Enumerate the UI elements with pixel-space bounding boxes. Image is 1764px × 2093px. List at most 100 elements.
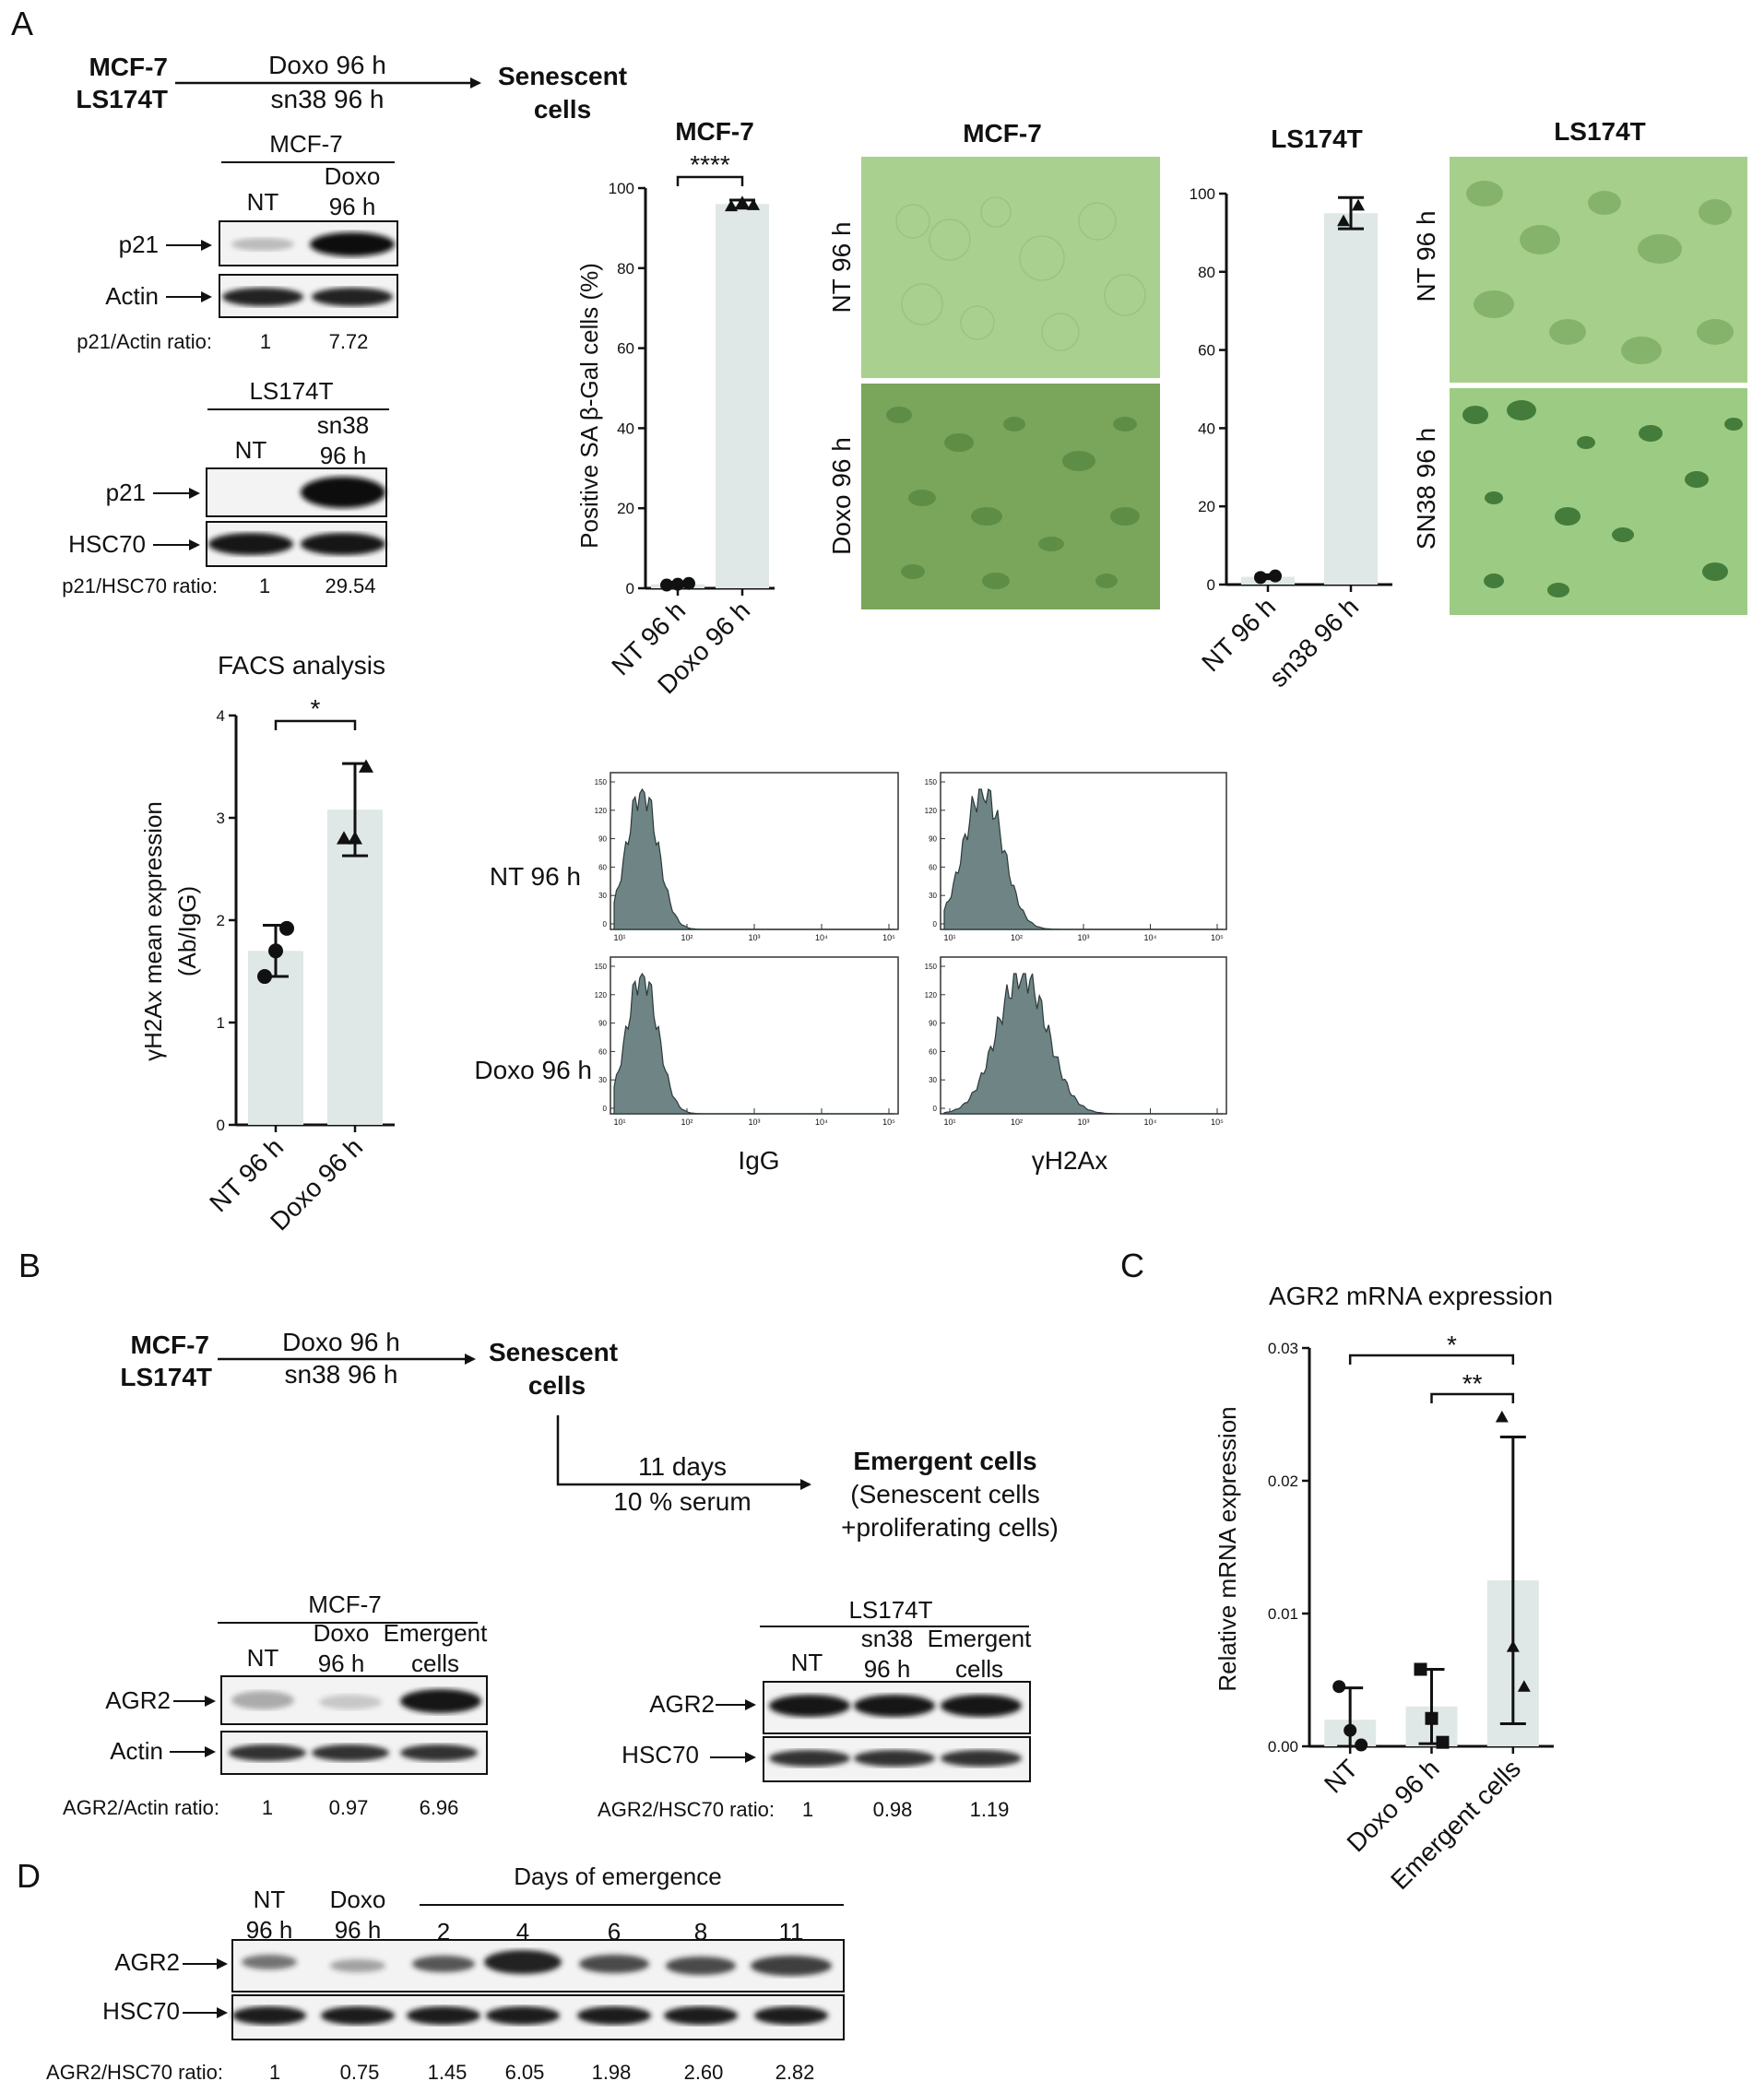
ratio-value: 2.82 [775, 2061, 815, 2084]
row-label: p21 [119, 231, 159, 258]
agr2-mrna-title: AGR2 mRNA expression [1269, 1282, 1553, 1310]
ratio-value: 0.75 [340, 2061, 380, 2084]
panel-label-a: A [11, 5, 33, 42]
lane-label: cells [955, 1655, 1003, 1683]
data-point [1426, 1712, 1438, 1725]
hist-y-tick-label: 0 [603, 1105, 608, 1113]
hist-x-tick-label: 10⁴ [1144, 933, 1157, 942]
micrographs-ls174t: LS174T NT 96 h SN38 96 h [1412, 117, 1747, 615]
ratio-label: AGR2/HSC70 ratio: [46, 2061, 223, 2084]
scheme-b-treat-1: Doxo 96 h [282, 1328, 400, 1356]
ratio-value: 1 [259, 574, 270, 597]
hist-nt-h2ax: 150120906030010¹ 10² 10³ 10⁴ 10⁵ [925, 773, 1226, 942]
hist-y-tick-label: 120 [595, 807, 608, 815]
ratio-value: 1 [269, 2061, 280, 2084]
panel-label-b: B [18, 1247, 41, 1284]
scheme-a-line-1: MCF-7 [89, 53, 168, 81]
y-tick-label: 60 [617, 340, 634, 358]
scheme-a-treat-2: sn38 96 h [271, 85, 385, 113]
hist-x-tick-label: 10² [681, 1117, 693, 1127]
x-tick-label: NT [1319, 1754, 1363, 1798]
ratio-value: 0.98 [873, 1798, 913, 1821]
ratio-value: 1 [262, 1796, 273, 1819]
hist-y-tick-label: 120 [925, 807, 938, 815]
hist-y-tick-label: 30 [598, 1076, 607, 1084]
micrograph-nt [861, 157, 1160, 378]
lane-label: Doxo [314, 1619, 370, 1647]
data-point [1352, 199, 1365, 211]
data-point [257, 969, 272, 984]
data-point [671, 578, 684, 591]
hist-x-tick-label: 10¹ [943, 1117, 955, 1127]
scheme-b-step-2: 10 % serum [613, 1487, 751, 1516]
y-tick-label: 40 [1198, 420, 1215, 437]
lane-label: Emergent [384, 1619, 488, 1647]
hist-x-tick-label: 10⁵ [1211, 1117, 1224, 1127]
scheme-b-treat-2: sn38 96 h [285, 1360, 398, 1389]
hist-y-tick-label: 60 [929, 863, 937, 871]
scheme-a: MCF-7 LS174T Doxo 96 h sn38 96 h Senesce… [76, 51, 627, 124]
agr2-mrna-chart: 0.000.010.020.03NTDoxo 96 hEmergent cell… [1268, 1330, 1554, 1895]
hist-x-tick-label: 10² [1011, 1117, 1023, 1127]
hist-nt-igg: 150120906030010¹ 10² 10³ 10⁴ 10⁵ [595, 773, 898, 942]
sagal-ls174t-chart: 020406080100NT 96 hsn38 96 h [1190, 185, 1392, 692]
facs-histograms: 150120906030010¹ 10² 10³ 10⁴ 10⁵150120906030… [595, 773, 1226, 1127]
ratio-value: 6.96 [420, 1796, 459, 1819]
lane-label: Doxo [330, 1886, 386, 1913]
ratio-label: AGR2/Actin ratio: [63, 1796, 219, 1819]
row-label: Actin [110, 1737, 163, 1765]
hist-y-tick-label: 150 [595, 778, 608, 786]
y-tick-label: 2 [217, 912, 225, 929]
lane-label: NT [254, 1886, 286, 1913]
row-label: AGR2 [649, 1690, 715, 1718]
micrographs-mcf7: MCF-7 NT 96 h Doxo 96 h [827, 119, 1160, 609]
data-point [1496, 1411, 1509, 1423]
scheme-b-step-1: 11 days [638, 1452, 727, 1481]
ratio-label: p21/Actin ratio: [77, 330, 212, 353]
y-tick-label: 0 [217, 1117, 225, 1134]
bar [716, 204, 769, 588]
y-tick-label: 80 [617, 260, 634, 278]
y-tick-label: 0.00 [1268, 1738, 1298, 1756]
sagal-mcf7-chart: 020406080100NT 96 hDoxo 96 h**** [606, 150, 775, 699]
micrograph-row-label: NT 96 h [827, 221, 856, 313]
hist-y-tick-label: 120 [595, 991, 608, 999]
scheme-b-emergent-3: +proliferating cells) [841, 1513, 1059, 1542]
hist-y-tick-label: 150 [925, 778, 938, 786]
data-point [1269, 570, 1282, 583]
hist-y-tick-label: 0 [933, 1105, 938, 1113]
x-tick-label: NT 96 h [1196, 592, 1281, 677]
data-point [1332, 1680, 1345, 1693]
hist-y-tick-label: 120 [925, 991, 938, 999]
hist-y-tick-label: 60 [929, 1047, 937, 1056]
hist-y-tick-label: 150 [925, 963, 938, 971]
western-a-mcf7: MCF-7 NT Doxo 96 h p21 Actin p21/Actin r… [77, 130, 397, 353]
panel-label-d: D [17, 1857, 41, 1895]
y-tick-label: 0 [1207, 576, 1215, 594]
scheme-a-result-2: cells [534, 95, 591, 124]
ratio-value: 2.60 [684, 2061, 724, 2084]
y-tick-label: 4 [217, 707, 225, 725]
sagal-mcf7-title: MCF-7 [675, 117, 754, 146]
data-point [1415, 1662, 1427, 1675]
micrograph-row-label: NT 96 h [1412, 210, 1440, 302]
ratio-value: 1 [260, 330, 271, 353]
ratio-label: AGR2/HSC70 ratio: [598, 1798, 775, 1821]
scheme-b-emergent-1: Emergent cells [853, 1447, 1036, 1475]
scheme-b-line-2: LS174T [120, 1363, 212, 1391]
data-point [359, 760, 373, 773]
ratio-value: 1.45 [428, 2061, 468, 2084]
lane-label: sn38 [861, 1625, 913, 1652]
hist-y-tick-label: 30 [929, 1076, 937, 1084]
lane-label: 96 h [320, 442, 367, 469]
western-title: MCF-7 [269, 130, 342, 158]
hist-y-tick-label: 60 [598, 1047, 607, 1056]
western-title: MCF-7 [308, 1590, 381, 1618]
scheme-b-emergent-2: (Senescent cells [850, 1480, 1039, 1508]
facs-chart: 01234NT 96 hDoxo 96 h* [204, 694, 395, 1236]
western-d: NT 96 h Doxo 96 h Days of emergence 2 4 … [46, 1862, 844, 2084]
hist-y-tick-label: 150 [595, 963, 608, 971]
hist-x-tick-label: 10³ [1077, 1117, 1089, 1127]
y-tick-label: 3 [217, 810, 225, 827]
ratio-value: 29.54 [325, 574, 375, 597]
